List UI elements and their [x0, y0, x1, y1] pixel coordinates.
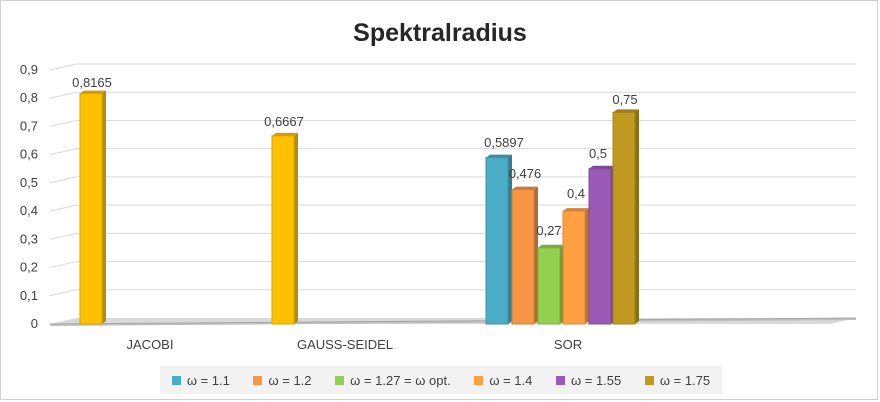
legend-item: ω = 1.75 [644, 372, 711, 388]
bar [79, 93, 103, 325]
legend-label: ω = 1.4 [489, 372, 533, 388]
y-tick-label: 0,7 [20, 118, 38, 133]
bar-top [538, 244, 564, 248]
legend-swatch [644, 375, 654, 385]
chart-legend: ω = 1.1 ω = 1.2 ω = 1.27 = ω opt. ω = 1.4 ω … [160, 366, 722, 394]
y-tick-label: 0,5 [20, 175, 38, 190]
y-tick-label: 0,3 [20, 231, 38, 246]
bar-top [589, 165, 615, 169]
legend-swatch [474, 375, 484, 385]
legend-swatch [171, 375, 181, 385]
legend-item: ω = 1.4 [474, 373, 532, 388]
legend-label: ω = 1.75 [659, 372, 711, 388]
bar [588, 168, 612, 325]
data-label: 0,8165 [72, 75, 112, 90]
legend-swatch [335, 375, 345, 385]
data-label: 0,27 [536, 223, 561, 238]
bar-side [534, 186, 538, 324]
data-label: 0,4 [567, 186, 585, 201]
bar [511, 189, 535, 325]
data-label: 0,5 [589, 146, 607, 161]
bar [485, 157, 509, 325]
bar [537, 247, 561, 325]
legend-swatch [555, 375, 565, 385]
legend-item: ω = 1.27 = ω opt. [335, 373, 451, 388]
gridline-depth [49, 289, 77, 297]
legend-label: ω = 1.1 [186, 372, 230, 388]
gridline-depth [49, 176, 77, 184]
y-tick-label: 0,2 [20, 260, 38, 275]
data-label: 0,476 [509, 166, 542, 181]
data-label: 0,6667 [264, 114, 304, 129]
bar-side [294, 132, 298, 324]
gridline-depth [49, 148, 77, 156]
gridline-depth [49, 232, 77, 240]
x-category-label: SOR [554, 337, 582, 352]
bar-top [512, 186, 538, 190]
gridline-depth [49, 119, 77, 127]
legend-item: ω = 1.2 [253, 372, 312, 388]
bar-side [102, 90, 106, 324]
y-tick-label: 0 [31, 316, 38, 331]
bar-side [635, 109, 639, 324]
bar [271, 135, 295, 325]
bar-side [508, 154, 512, 324]
legend-item: ω = 1.1 [171, 372, 230, 388]
y-tick-label: 0,6 [20, 147, 38, 162]
gridline-depth [49, 63, 77, 71]
bar [612, 111, 636, 325]
y-tick-label: 0,4 [20, 203, 38, 218]
gridline-depth [49, 204, 77, 212]
bar [562, 210, 586, 325]
legend-label: ω = 1.2 [268, 372, 312, 388]
bar-top [563, 208, 589, 212]
y-tick-label: 0,1 [20, 288, 38, 303]
x-category-label: JACOBI [127, 337, 174, 352]
data-label: 0,75 [612, 92, 637, 107]
legend-swatch [253, 375, 263, 385]
gridline-depth [49, 91, 77, 99]
bar-top [272, 132, 298, 136]
bar-top [613, 109, 639, 113]
bar-top [486, 154, 512, 158]
data-label: 0,5897 [484, 135, 524, 150]
y-tick-label: 0,9 [20, 62, 38, 77]
legend-label: ω = 1.55 [570, 372, 622, 388]
chart-title: Spektralradius [353, 19, 527, 47]
bar-side [585, 208, 589, 324]
x-category-label: GAUSS-SEIDEL [297, 337, 393, 352]
y-tick-label: 0,8 [20, 90, 38, 105]
legend-item: ω = 1.55 [555, 372, 622, 388]
legend-label: ω = 1.27 = ω opt. [350, 372, 451, 388]
gridline-depth [49, 261, 77, 269]
floor-front-line [49, 317, 857, 325]
bar-top [80, 90, 106, 94]
